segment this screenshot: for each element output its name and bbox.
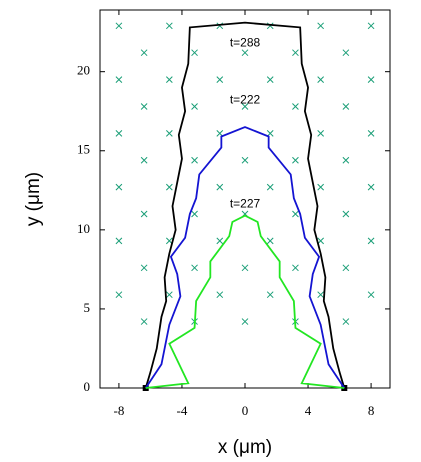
- lattice-marker: [317, 130, 325, 137]
- lattice-marker: [292, 210, 299, 218]
- lattice-marker: [317, 183, 325, 191]
- lattice-marker: [266, 130, 274, 137]
- lattice-marker: [165, 130, 173, 137]
- lattice-marker: [292, 264, 299, 272]
- lattice-marker: [216, 291, 224, 299]
- x-tick-label: 8: [368, 403, 375, 418]
- lattice-marker: [317, 291, 325, 299]
- y-tick-label: 10: [77, 221, 90, 236]
- lattice-marker: [241, 103, 249, 110]
- lattice-marker: [140, 210, 148, 218]
- lattice-marker: [292, 156, 299, 164]
- contour-label: t=222: [230, 92, 261, 106]
- lattice-marker: [367, 22, 375, 30]
- lattice-marker: [140, 49, 148, 57]
- lattice-marker: [367, 130, 375, 137]
- x-tick-label: 4: [305, 403, 312, 418]
- x-tick-label: -4: [177, 403, 188, 418]
- y-tick-label: 5: [84, 300, 91, 315]
- lattice-marker: [367, 183, 375, 191]
- lattice-marker: [216, 76, 224, 83]
- lattice-marker: [342, 318, 350, 325]
- lattice-marker: [266, 237, 274, 245]
- lattice-marker: [216, 130, 224, 137]
- lattice-marker: [266, 183, 274, 191]
- lattice-marker: [191, 49, 198, 57]
- y-tick-label: 15: [77, 142, 90, 157]
- lattice-marker: [342, 264, 350, 272]
- lattice-marker: [140, 103, 148, 110]
- contour-line: [145, 214, 345, 389]
- lattice-marker: [317, 76, 325, 83]
- contour-label: t=227: [230, 197, 261, 211]
- lattice-marker: [115, 76, 123, 83]
- y-tick-label: 20: [77, 63, 90, 78]
- y-tick-label: 0: [84, 379, 91, 394]
- lattice-marker: [241, 49, 249, 57]
- lattice-marker: [241, 264, 249, 272]
- lattice-marker: [191, 103, 198, 110]
- lattice-marker: [342, 103, 350, 110]
- lattice-marker: [140, 318, 148, 325]
- lattice-marker: [115, 183, 123, 191]
- contour-line: [144, 126, 346, 389]
- x-axis-label: x (μm): [218, 437, 272, 458]
- lattice-marker: [367, 76, 375, 83]
- lattice-marker: [367, 237, 375, 245]
- lattice-marker: [317, 22, 325, 30]
- lattice-marker: [266, 291, 274, 299]
- lattice-marker: [241, 156, 249, 164]
- lattice-marker: [342, 49, 350, 57]
- contour-label: t=288: [230, 35, 261, 49]
- lattice-marker: [115, 291, 123, 299]
- lattice-marker: [140, 264, 148, 272]
- lattice-marker: [342, 210, 350, 218]
- lattice-marker: [367, 291, 375, 299]
- lattice-marker: [165, 22, 173, 30]
- lattice-marker: [292, 49, 299, 57]
- lattice-marker: [191, 264, 198, 272]
- lattice-marker: [191, 156, 198, 164]
- x-tick-label: 0: [242, 403, 249, 418]
- lattice-marker: [216, 183, 224, 191]
- lattice-marker: [342, 156, 350, 164]
- lattice-marker: [115, 130, 123, 137]
- lattice-marker: [241, 318, 249, 325]
- lattice-marker: [115, 237, 123, 245]
- lattice-marker: [216, 237, 224, 245]
- lattice-marker: [292, 103, 299, 110]
- lattice-marker: [140, 156, 148, 164]
- lattice-marker: [165, 183, 173, 191]
- lattice-marker: [115, 22, 123, 30]
- lattice-marker: [165, 76, 173, 83]
- contour-line: [144, 21, 346, 389]
- lattice-marker: [266, 76, 274, 83]
- lattice-marker: [165, 291, 173, 299]
- x-tick-label: -8: [113, 403, 124, 418]
- y-axis-label: y (μm): [23, 172, 44, 226]
- lattice-marker: [191, 210, 198, 218]
